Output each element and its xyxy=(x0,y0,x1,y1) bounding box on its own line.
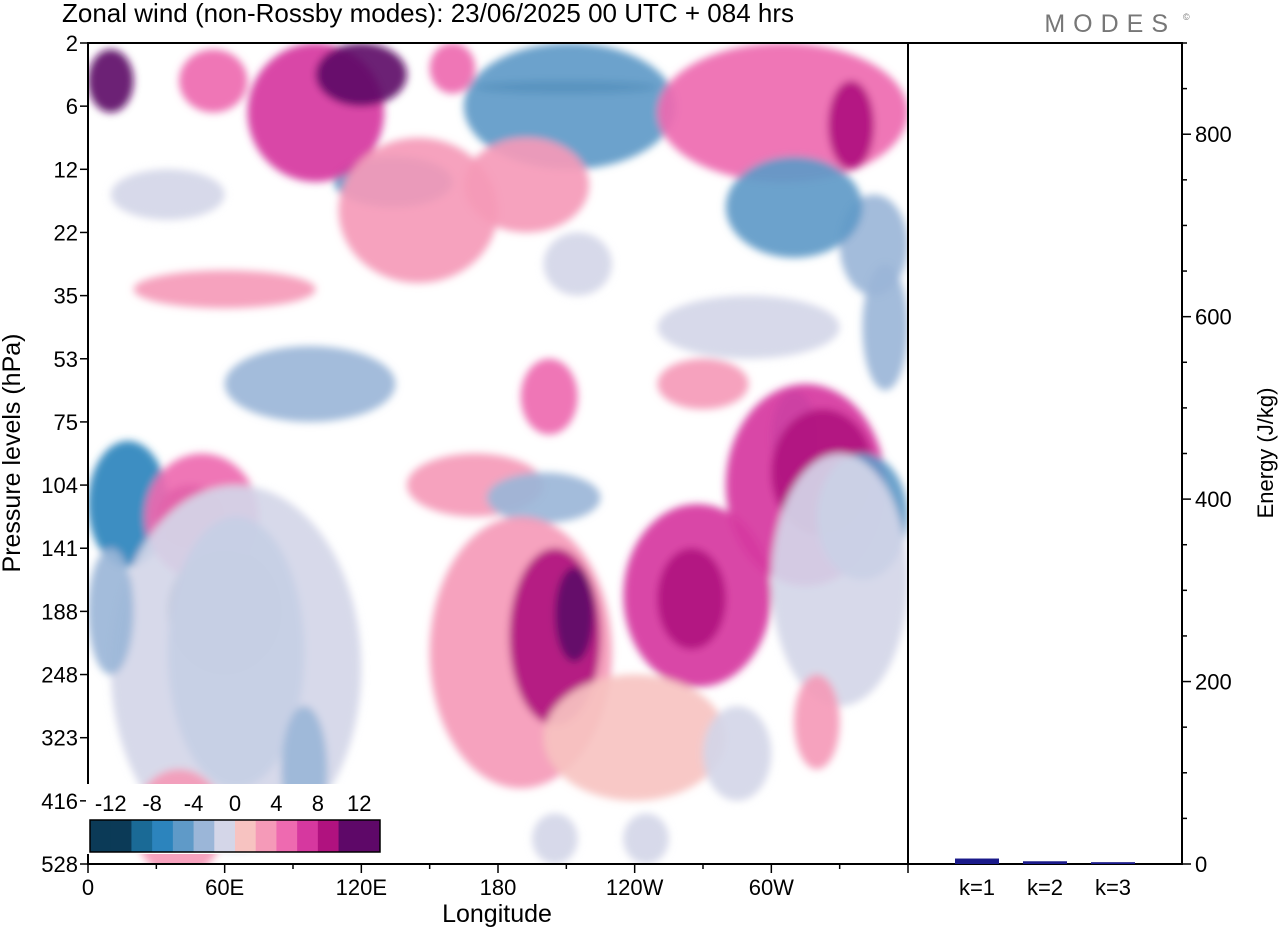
wind-feature-12 xyxy=(110,169,225,220)
wind-feature-41 xyxy=(88,548,134,675)
colorbar-swatch xyxy=(359,820,381,852)
wind-feature-36 xyxy=(657,548,726,650)
energy-panel-frame xyxy=(907,42,1183,865)
energy-bar xyxy=(1091,862,1135,864)
longitude-tick-label: 60E xyxy=(205,875,244,900)
colorbar-swatch xyxy=(235,820,257,852)
colorbar-frame xyxy=(89,819,381,853)
colorbar-swatch xyxy=(317,820,340,852)
colorbar-tick-label: 4 xyxy=(270,791,282,816)
energy-bar xyxy=(955,858,999,864)
wind-feature-9 xyxy=(828,80,874,170)
pressure-tick-label: 6 xyxy=(66,94,78,119)
colorbar-swatch xyxy=(255,820,277,852)
longitude-tick-label: 180 xyxy=(480,875,517,900)
wind-feature-34 xyxy=(554,567,594,662)
colorbar-swatch xyxy=(90,820,112,852)
longitude-tick-label: 60W xyxy=(749,875,794,900)
modes-logo-text: MODES xyxy=(1044,10,1176,38)
wind-feature-24 xyxy=(486,472,601,523)
pressure-tick-label: 188 xyxy=(41,599,78,624)
colorbar-tick-label: 0 xyxy=(229,791,241,816)
colorbar-tick-label: -4 xyxy=(184,791,204,816)
wind-feature-15 xyxy=(543,232,612,296)
wind-feature-6 xyxy=(315,43,407,107)
wind-feature-40 xyxy=(771,453,908,707)
energy-tick-label: 0 xyxy=(1195,852,1207,877)
wind-feature-44 xyxy=(794,674,840,770)
wind-feature-16 xyxy=(657,295,840,359)
modes-logo-mark: © xyxy=(1183,12,1190,22)
wind-feature-4 xyxy=(179,49,248,113)
pressure-tick-label: 35 xyxy=(54,284,78,309)
pressure-tick-label: 416 xyxy=(41,789,78,814)
longitude-tick-label: 120E xyxy=(336,875,387,900)
wind-feature-7 xyxy=(429,43,476,94)
wind-feature-18 xyxy=(133,270,316,309)
energy-bar-label: k=2 xyxy=(1027,875,1063,900)
colorbar-swatch xyxy=(131,820,153,852)
wind-feature-47 xyxy=(623,813,669,864)
wind-feature-45 xyxy=(703,706,772,801)
longitude-axis: 0 60E 120E 180 120W 60W xyxy=(82,864,909,900)
energy-tick-label: 200 xyxy=(1195,670,1232,695)
pressure-tick-label: 528 xyxy=(41,852,78,877)
colorbar-swatch xyxy=(276,820,298,852)
longitude-tick-label: 120W xyxy=(606,875,664,900)
colorbar-tick-label: -8 xyxy=(142,791,162,816)
energy-bar-label: k=1 xyxy=(959,875,995,900)
longitude-tick-label: 0 xyxy=(82,875,94,900)
pressure-tick-label: 12 xyxy=(54,157,78,182)
wind-feature-19 xyxy=(520,358,578,435)
colorbar-swatch xyxy=(214,820,236,852)
colorbar-tick-label: 12 xyxy=(347,791,371,816)
pressure-tick-label: 104 xyxy=(41,473,78,498)
energy-tick-label: 600 xyxy=(1195,305,1232,330)
colorbar-swatch xyxy=(338,820,360,852)
wind-feature-1 xyxy=(463,43,676,170)
pressure-tick-label: 53 xyxy=(54,347,78,372)
energy-tick-label: 400 xyxy=(1195,487,1232,512)
energy-bar xyxy=(1023,861,1067,864)
pressure-tick-label: 75 xyxy=(54,410,78,435)
pressure-axis: 2 6 12 22 35 53 75 104 141 188 248 323 416 528 xyxy=(41,31,88,877)
modes-logo: MODES © xyxy=(1044,10,1190,38)
pressure-tick-label: 22 xyxy=(54,220,78,245)
energy-bar-label: k=3 xyxy=(1095,875,1131,900)
x-axis-label: Longitude xyxy=(442,900,552,928)
wind-feature-17 xyxy=(862,264,908,391)
y-axis-label: Pressure levels (hPa) xyxy=(0,334,26,573)
colorbar-swatch xyxy=(193,820,215,852)
colorbar-swatch xyxy=(172,820,195,852)
wind-feature-21 xyxy=(224,346,396,422)
energy-tick-label: 800 xyxy=(1195,122,1232,147)
pressure-tick-label: 141 xyxy=(41,536,78,561)
wind-feature-3 xyxy=(88,49,134,113)
chart-title: Zonal wind (non-Rossby modes): 23/06/202… xyxy=(62,0,794,28)
energy-axis-label: Energy (J/kg) xyxy=(1253,388,1278,519)
colorbar-tick-label: -12 xyxy=(95,791,127,816)
wind-field xyxy=(88,43,908,864)
energy-axis: 0 200 400 600 800 xyxy=(1182,42,1232,877)
colorbar-swatch xyxy=(152,820,174,852)
wind-feature-14 xyxy=(338,137,498,283)
wind-feature-11 xyxy=(725,156,863,258)
wind-feature-46 xyxy=(532,813,578,864)
colorbar-swatch xyxy=(297,820,319,852)
colorbar: -12 -8 -4 0 4 8 12 xyxy=(86,784,384,854)
wind-feature-42 xyxy=(543,674,726,801)
wind-feature-20 xyxy=(657,358,749,410)
pressure-tick-label: 323 xyxy=(41,726,78,751)
colorbar-tick-label: 8 xyxy=(312,791,324,816)
pressure-tick-label: 2 xyxy=(66,31,78,56)
energy-bars: k=1 k=2 k=3 xyxy=(955,858,1135,900)
pressure-tick-label: 248 xyxy=(41,663,78,688)
colorbar-swatch xyxy=(110,820,132,852)
